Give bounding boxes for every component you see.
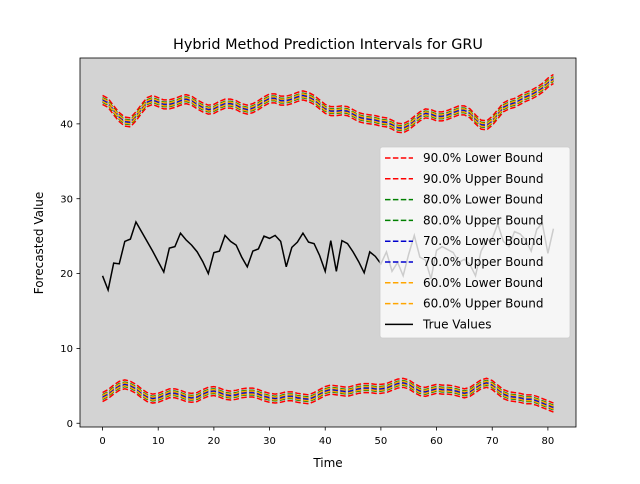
x-axis-label: Time	[312, 456, 342, 470]
plot-frame	[79, 57, 577, 428]
legend-label: 90.0% Lower Bound	[423, 151, 543, 165]
series-60-0-upper-bound-upper-band	[102, 79, 554, 131]
y-tick-label: 0	[67, 419, 73, 430]
x-tick-label: 50	[375, 436, 388, 447]
series-60-0-lower-bound-lower-band	[102, 380, 554, 407]
legend: 90.0% Lower Bound 90.0% Upper Bound 80.0% …	[379, 146, 571, 339]
legend-label: 90.0% Upper Bound	[423, 172, 544, 186]
legend-label: 60.0% Lower Bound	[423, 276, 543, 290]
series-90-0-lower-bound-upper-band	[102, 82, 554, 134]
y-axis-label: Forecasted Value	[32, 192, 46, 295]
series-90-0-lower-bound-lower-band	[102, 386, 554, 413]
y-tick-label: 40	[60, 119, 73, 130]
x-tick-label: 60	[430, 436, 443, 447]
legend-label: True Values	[422, 317, 492, 331]
x-tick-label: 70	[486, 436, 499, 447]
y-tick-label: 20	[60, 269, 73, 280]
legend-label: 80.0% Upper Bound	[423, 213, 544, 227]
legend-label: 70.0% Lower Bound	[423, 234, 543, 248]
x-tick-label: 80	[542, 436, 555, 447]
x-tick-label: 0	[99, 436, 105, 447]
legend-label: 70.0% Upper Bound	[423, 255, 544, 269]
x-tick-label: 40	[319, 436, 332, 447]
legend-label: 80.0% Lower Bound	[423, 193, 543, 207]
y-tick-label: 30	[60, 194, 73, 205]
chart-title: Hybrid Method Prediction Intervals for G…	[173, 37, 483, 53]
x-tick-label: 20	[208, 436, 221, 447]
series-90-0-upper-bound-upper-band	[102, 73, 554, 125]
axes-layer: 0 10 20 30 40 50 60 70 80 0 10 20 30 40	[60, 57, 577, 447]
x-tick-label: 10	[152, 436, 165, 447]
series-90-0-upper-bound-lower-band	[102, 377, 554, 404]
y-tick-label: 10	[60, 344, 73, 355]
legend-label: 60.0% Upper Bound	[423, 297, 544, 311]
x-tick-label: 30	[263, 436, 276, 447]
legend-box	[379, 146, 571, 339]
series-60-0-upper-bound-lower-band	[102, 383, 554, 410]
series-60-0-lower-bound-upper-band	[102, 76, 554, 128]
